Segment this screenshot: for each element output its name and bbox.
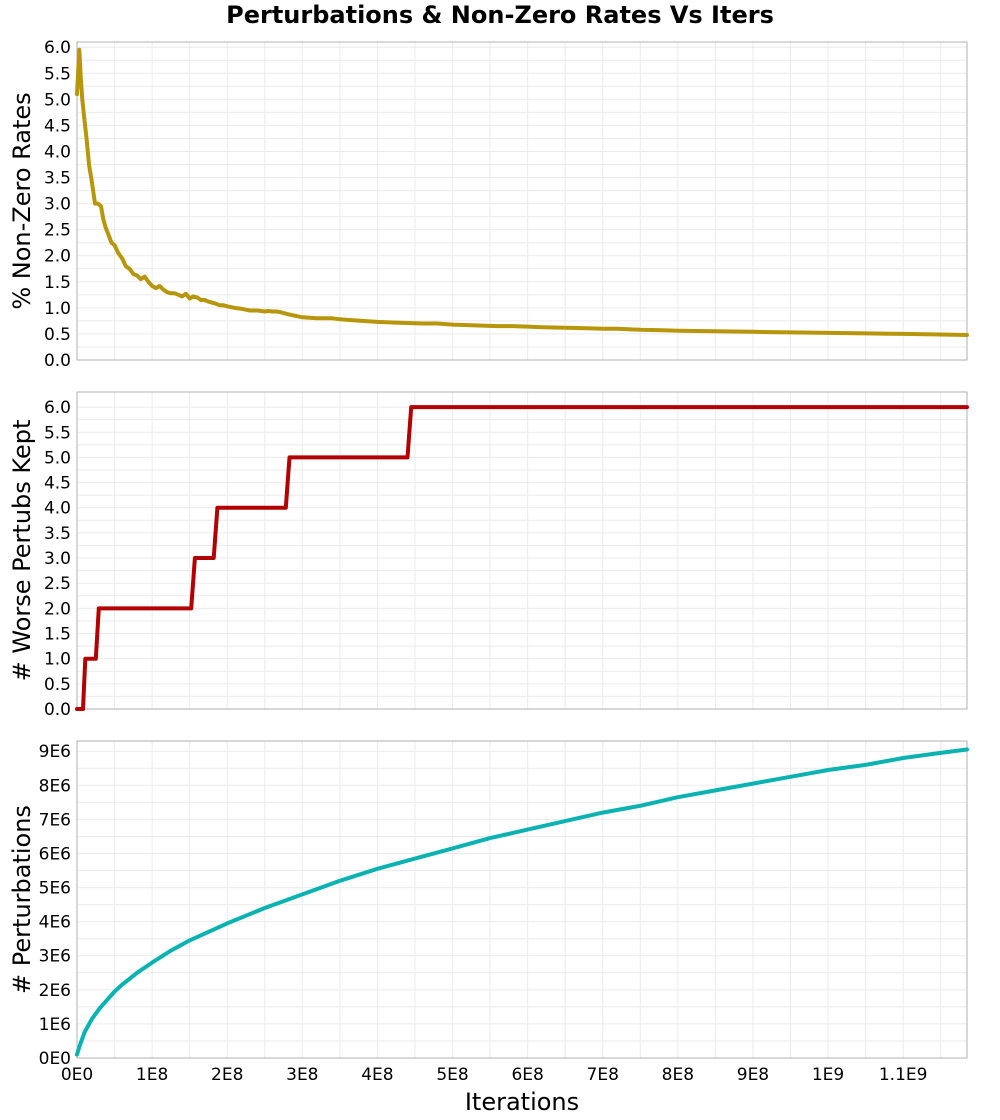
y-tick-label: 3.5 bbox=[44, 524, 71, 544]
x-tick-label: 1E9 bbox=[812, 1065, 844, 1085]
y-tick-label: 6.0 bbox=[44, 38, 71, 58]
x-tick-label: 4E8 bbox=[361, 1065, 393, 1085]
x-tick-label: 6E8 bbox=[511, 1065, 543, 1085]
y-tick-label: 1E6 bbox=[39, 1015, 71, 1035]
worse-pertubs-series-line bbox=[75, 405, 969, 711]
y-axis-label-perturbations: # Perturbations bbox=[8, 805, 36, 994]
y-tick-label: 5.0 bbox=[44, 448, 71, 468]
perturbations-panel: 0E0 1E6 2E6 3E6 4E6 5E6 6E6 7E6 8E6 9E6 0E0 1E8 2E8 3… bbox=[8, 740, 969, 1116]
y-tick-label: 7E6 bbox=[39, 810, 71, 830]
y-tick-label: 5E6 bbox=[39, 879, 71, 899]
x-axis-label: Iterations bbox=[465, 1088, 579, 1116]
y-tick-label: 2.0 bbox=[44, 599, 71, 619]
y-tick-label: 4.5 bbox=[44, 116, 71, 136]
x-tick-label: 1.1E9 bbox=[879, 1065, 928, 1085]
x-tick-label: 5E8 bbox=[436, 1065, 468, 1085]
y-tick-label: 3E6 bbox=[39, 947, 71, 967]
y-tick-label: 9E6 bbox=[39, 742, 71, 762]
x-tick-label: 2E8 bbox=[211, 1065, 243, 1085]
x-tick-label: 9E8 bbox=[737, 1065, 769, 1085]
y-tick-label: 1.5 bbox=[44, 625, 71, 645]
y-tick-label: 4.5 bbox=[44, 474, 71, 494]
nonzero-rates-panel: 0.0 0.5 1.0 1.5 2.0 2.5 3.0 3.5 4.0 4.5 5.0 5.5 6.0%… bbox=[8, 38, 969, 371]
figure-title: Perturbations & Non-Zero Rates Vs Iters bbox=[226, 1, 774, 29]
x-tick-label: 0E0 bbox=[61, 1065, 93, 1085]
y-tick-label: 3.0 bbox=[44, 549, 71, 569]
worse-pertubs-plot-frame bbox=[76, 391, 968, 710]
y-tick-label: 1.0 bbox=[44, 299, 71, 319]
y-tick-label: 0.0 bbox=[44, 351, 71, 371]
y-tick-label: 6.0 bbox=[44, 398, 71, 418]
y-tick-label: 4E6 bbox=[39, 913, 71, 933]
x-tick-label: 8E8 bbox=[662, 1065, 694, 1085]
x-tick-label: 3E8 bbox=[286, 1065, 318, 1085]
x-tick-label: 1E8 bbox=[136, 1065, 168, 1085]
y-tick-label: 3.5 bbox=[44, 169, 71, 189]
y-tick-label: 1.5 bbox=[44, 273, 71, 293]
y-tick-label: 2.0 bbox=[44, 247, 71, 267]
y-tick-label: 0E0 bbox=[39, 1049, 71, 1069]
y-tick-label: 2.5 bbox=[44, 574, 71, 594]
perturbations-plot-frame bbox=[76, 740, 968, 1059]
y-tick-label: 8E6 bbox=[39, 776, 71, 796]
y-tick-label: 0.5 bbox=[44, 325, 71, 345]
nonzero-rates-plot-frame bbox=[76, 41, 968, 361]
y-tick-label: 2E6 bbox=[39, 981, 71, 1001]
y-tick-label: 0.0 bbox=[44, 700, 71, 720]
y-tick-label: 2.5 bbox=[44, 221, 71, 241]
y-tick-label: 5.0 bbox=[44, 90, 71, 110]
perturbations-series-line bbox=[75, 747, 969, 1057]
worse-pertubs-panel: 0.0 0.5 1.0 1.5 2.0 2.5 3.0 3.5 4.0 4.5 5.0 5.5 6.0 #… bbox=[8, 391, 969, 720]
y-tick-label: 4.0 bbox=[44, 499, 71, 519]
y-axis-label-worse-pertubs: # Worse Pertubs Kept bbox=[8, 420, 36, 682]
y-tick-label: 3.0 bbox=[44, 195, 71, 215]
y-tick-label: 5.5 bbox=[44, 64, 71, 84]
y-tick-label: 4.0 bbox=[44, 142, 71, 162]
y-axis-label-nonzero-rates: % Non-Zero Rates bbox=[8, 92, 36, 309]
y-tick-label: 0.5 bbox=[44, 675, 71, 695]
x-tick-label: 7E8 bbox=[587, 1065, 619, 1085]
nonzero-rates-series-line bbox=[75, 47, 969, 337]
y-tick-label: 6E6 bbox=[39, 844, 71, 864]
y-tick-label: 1.0 bbox=[44, 650, 71, 670]
y-tick-label: 5.5 bbox=[44, 423, 71, 443]
